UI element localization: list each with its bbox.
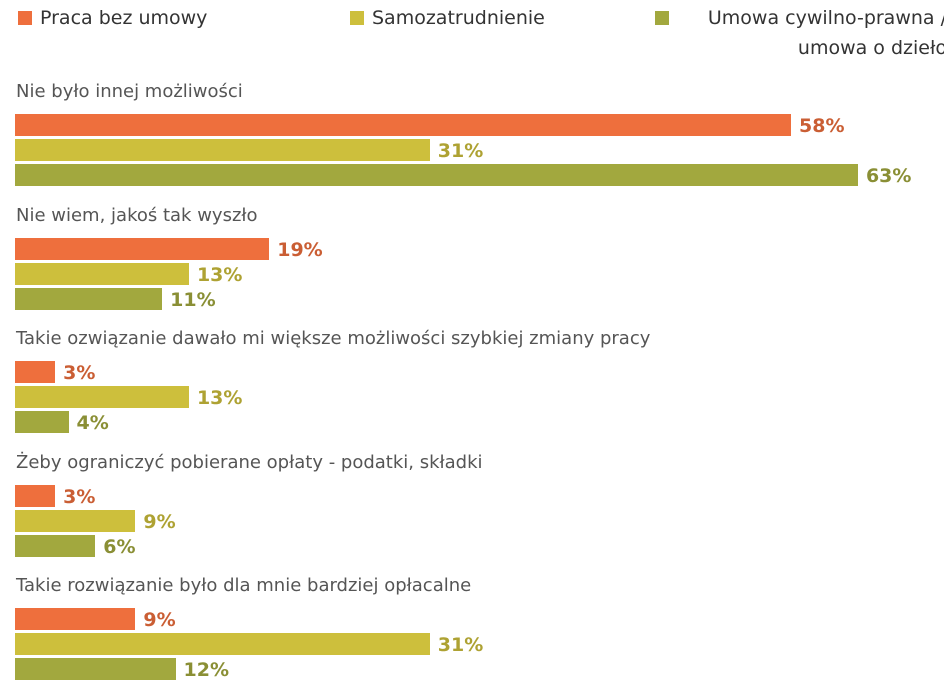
value-label: 3% [63,485,96,508]
legend-label: Praca bez umowy [40,7,208,29]
legend-swatch [18,11,32,25]
bar [15,164,858,186]
legend-swatch [655,11,669,25]
bar [15,262,189,285]
value-label: 13% [196,263,243,286]
category-label: Takie ozwiązanie dawało mi większe możli… [16,328,651,349]
value-label: 63% [865,165,912,187]
value-label: 9% [143,510,176,533]
value-label: 3% [63,362,96,384]
value-label: 31% [437,634,484,656]
bar [15,361,56,383]
bar [15,411,69,433]
value-label: 9% [143,609,176,631]
bar [15,386,189,408]
bar [15,237,270,260]
bar [15,608,136,630]
category-label: Nie było innej możliwości [16,81,243,102]
bar [15,114,792,136]
legend-label: Umowa cywilno-prawna / umowa o dzieło [707,7,944,59]
value-label: 58% [799,115,845,137]
value-label: 12% [183,659,230,681]
value-label: 13% [196,387,243,409]
bar [15,633,430,655]
bar [15,484,56,507]
bar [15,509,136,532]
value-label: 4% [76,412,109,434]
bar [15,658,176,680]
category-label: Nie wiem, jakoś tak wyszło [16,204,258,226]
legend-label: Samozatrudnienie [372,7,545,29]
category-label: Takie rozwiązanie było dla mnie bardziej… [16,575,472,596]
value-label: 19% [277,238,323,261]
value-label: 11% [170,288,216,311]
value-label: 6% [103,535,136,558]
legend-swatch [350,11,364,25]
value-label: 31% [437,140,484,162]
bar [15,139,430,161]
bar [15,287,163,310]
bar [15,534,96,557]
category-label: Żeby ograniczyć pobierane opłaty - podat… [16,451,483,473]
